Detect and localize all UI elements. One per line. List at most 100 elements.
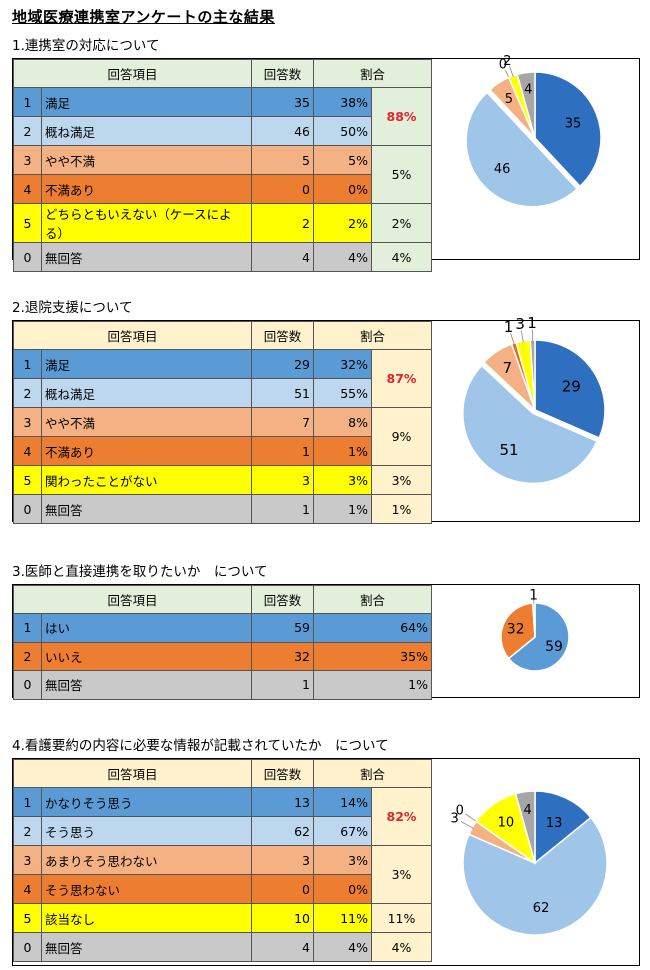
summary-percent: 88% (372, 88, 432, 146)
row-label: 不満あり (42, 175, 252, 204)
table-header-row: 回答項目回答数割合 (14, 322, 432, 350)
row-count: 3 (252, 846, 314, 875)
pie-data-label: 35 (565, 117, 582, 132)
row-number: 5 (14, 904, 42, 933)
row-number: 4 (14, 437, 42, 466)
row-number: 4 (14, 175, 42, 204)
table-header-row: 回答項目回答数割合 (14, 60, 432, 88)
row-percent: 67% (314, 817, 372, 846)
table-header-row: 回答項目回答数割合 (14, 586, 432, 614)
row-percent: 32% (314, 350, 372, 379)
row-number: 1 (14, 350, 42, 379)
row-count: 32 (252, 642, 314, 671)
header-ratio: 割合 (314, 760, 432, 788)
summary-percent: 82% (372, 788, 432, 846)
row-percent: 64% (314, 614, 432, 643)
row-number: 1 (14, 88, 42, 117)
row-count: 62 (252, 817, 314, 846)
row-number: 1 (14, 614, 42, 643)
header-item: 回答項目 (14, 60, 252, 88)
pie-data-label: 7 (503, 359, 513, 377)
pie-data-label: 1 (527, 314, 537, 332)
header-item: 回答項目 (14, 586, 252, 614)
row-label: あまりそう思わない (42, 846, 252, 875)
row-label: はい (42, 614, 252, 643)
row-number: 0 (14, 671, 42, 700)
row-count: 7 (252, 408, 314, 437)
row-count: 46 (252, 117, 314, 146)
row-percent: 3% (314, 846, 372, 875)
summary-percent: 9% (372, 408, 432, 466)
header-ratio: 割合 (314, 322, 432, 350)
row-percent: 1% (314, 495, 372, 524)
row-number: 4 (14, 875, 42, 904)
row-count: 1 (252, 671, 314, 700)
summary-percent: 2% (372, 204, 432, 243)
pie-data-label: 10 (498, 815, 515, 830)
row-label: 無回答 (42, 495, 252, 524)
section-title: 4.看護要約の内容に必要な情報が記載されていたか について (12, 734, 389, 754)
table-header-row: 回答項目回答数割合 (14, 760, 432, 788)
row-label: そう思う (42, 817, 252, 846)
pie-data-label: 1 (504, 318, 514, 336)
summary-percent: 5% (372, 146, 432, 204)
row-count: 1 (252, 495, 314, 524)
section-title: 3.医師と直接連携を取りたいか について (12, 560, 267, 580)
row-count: 10 (252, 904, 314, 933)
row-percent: 1% (314, 437, 372, 466)
row-percent: 55% (314, 379, 372, 408)
row-percent: 5% (314, 146, 372, 175)
row-label: 満足 (42, 88, 252, 117)
row-label: かなりそう思う (42, 788, 252, 817)
row-percent: 4% (314, 243, 372, 272)
pie-data-label: 13 (546, 816, 563, 831)
row-number: 3 (14, 408, 42, 437)
row-count: 5 (252, 146, 314, 175)
row-number: 2 (14, 117, 42, 146)
pie-data-label: 5 (505, 92, 513, 107)
pie-data-label: 3 (515, 315, 525, 333)
row-number: 2 (14, 379, 42, 408)
row-number: 3 (14, 846, 42, 875)
row-label: そう思わない (42, 875, 252, 904)
row-number: 1 (14, 788, 42, 817)
header-count: 回答数 (252, 760, 314, 788)
row-count: 4 (252, 243, 314, 272)
row-percent: 11% (314, 904, 372, 933)
row-count: 2 (252, 204, 314, 243)
row-percent: 35% (314, 642, 432, 671)
row-percent: 0% (314, 875, 372, 904)
row-count: 29 (252, 350, 314, 379)
header-count: 回答数 (252, 60, 314, 88)
section-title: 2.退院支援について (12, 296, 132, 316)
header-ratio: 割合 (314, 586, 432, 614)
summary-percent: 11% (372, 904, 432, 933)
row-label: 概ね満足 (42, 117, 252, 146)
row-number: 5 (14, 466, 42, 495)
pie-data-label: 0 (456, 803, 464, 818)
row-label: 無回答 (42, 933, 252, 962)
pie-data-label: 29 (562, 377, 581, 395)
pie-data-label: 1 (529, 587, 538, 603)
row-count: 59 (252, 614, 314, 643)
pie-data-label: 2 (503, 54, 511, 69)
row-label: 該当なし (42, 904, 252, 933)
row-number: 3 (14, 146, 42, 175)
